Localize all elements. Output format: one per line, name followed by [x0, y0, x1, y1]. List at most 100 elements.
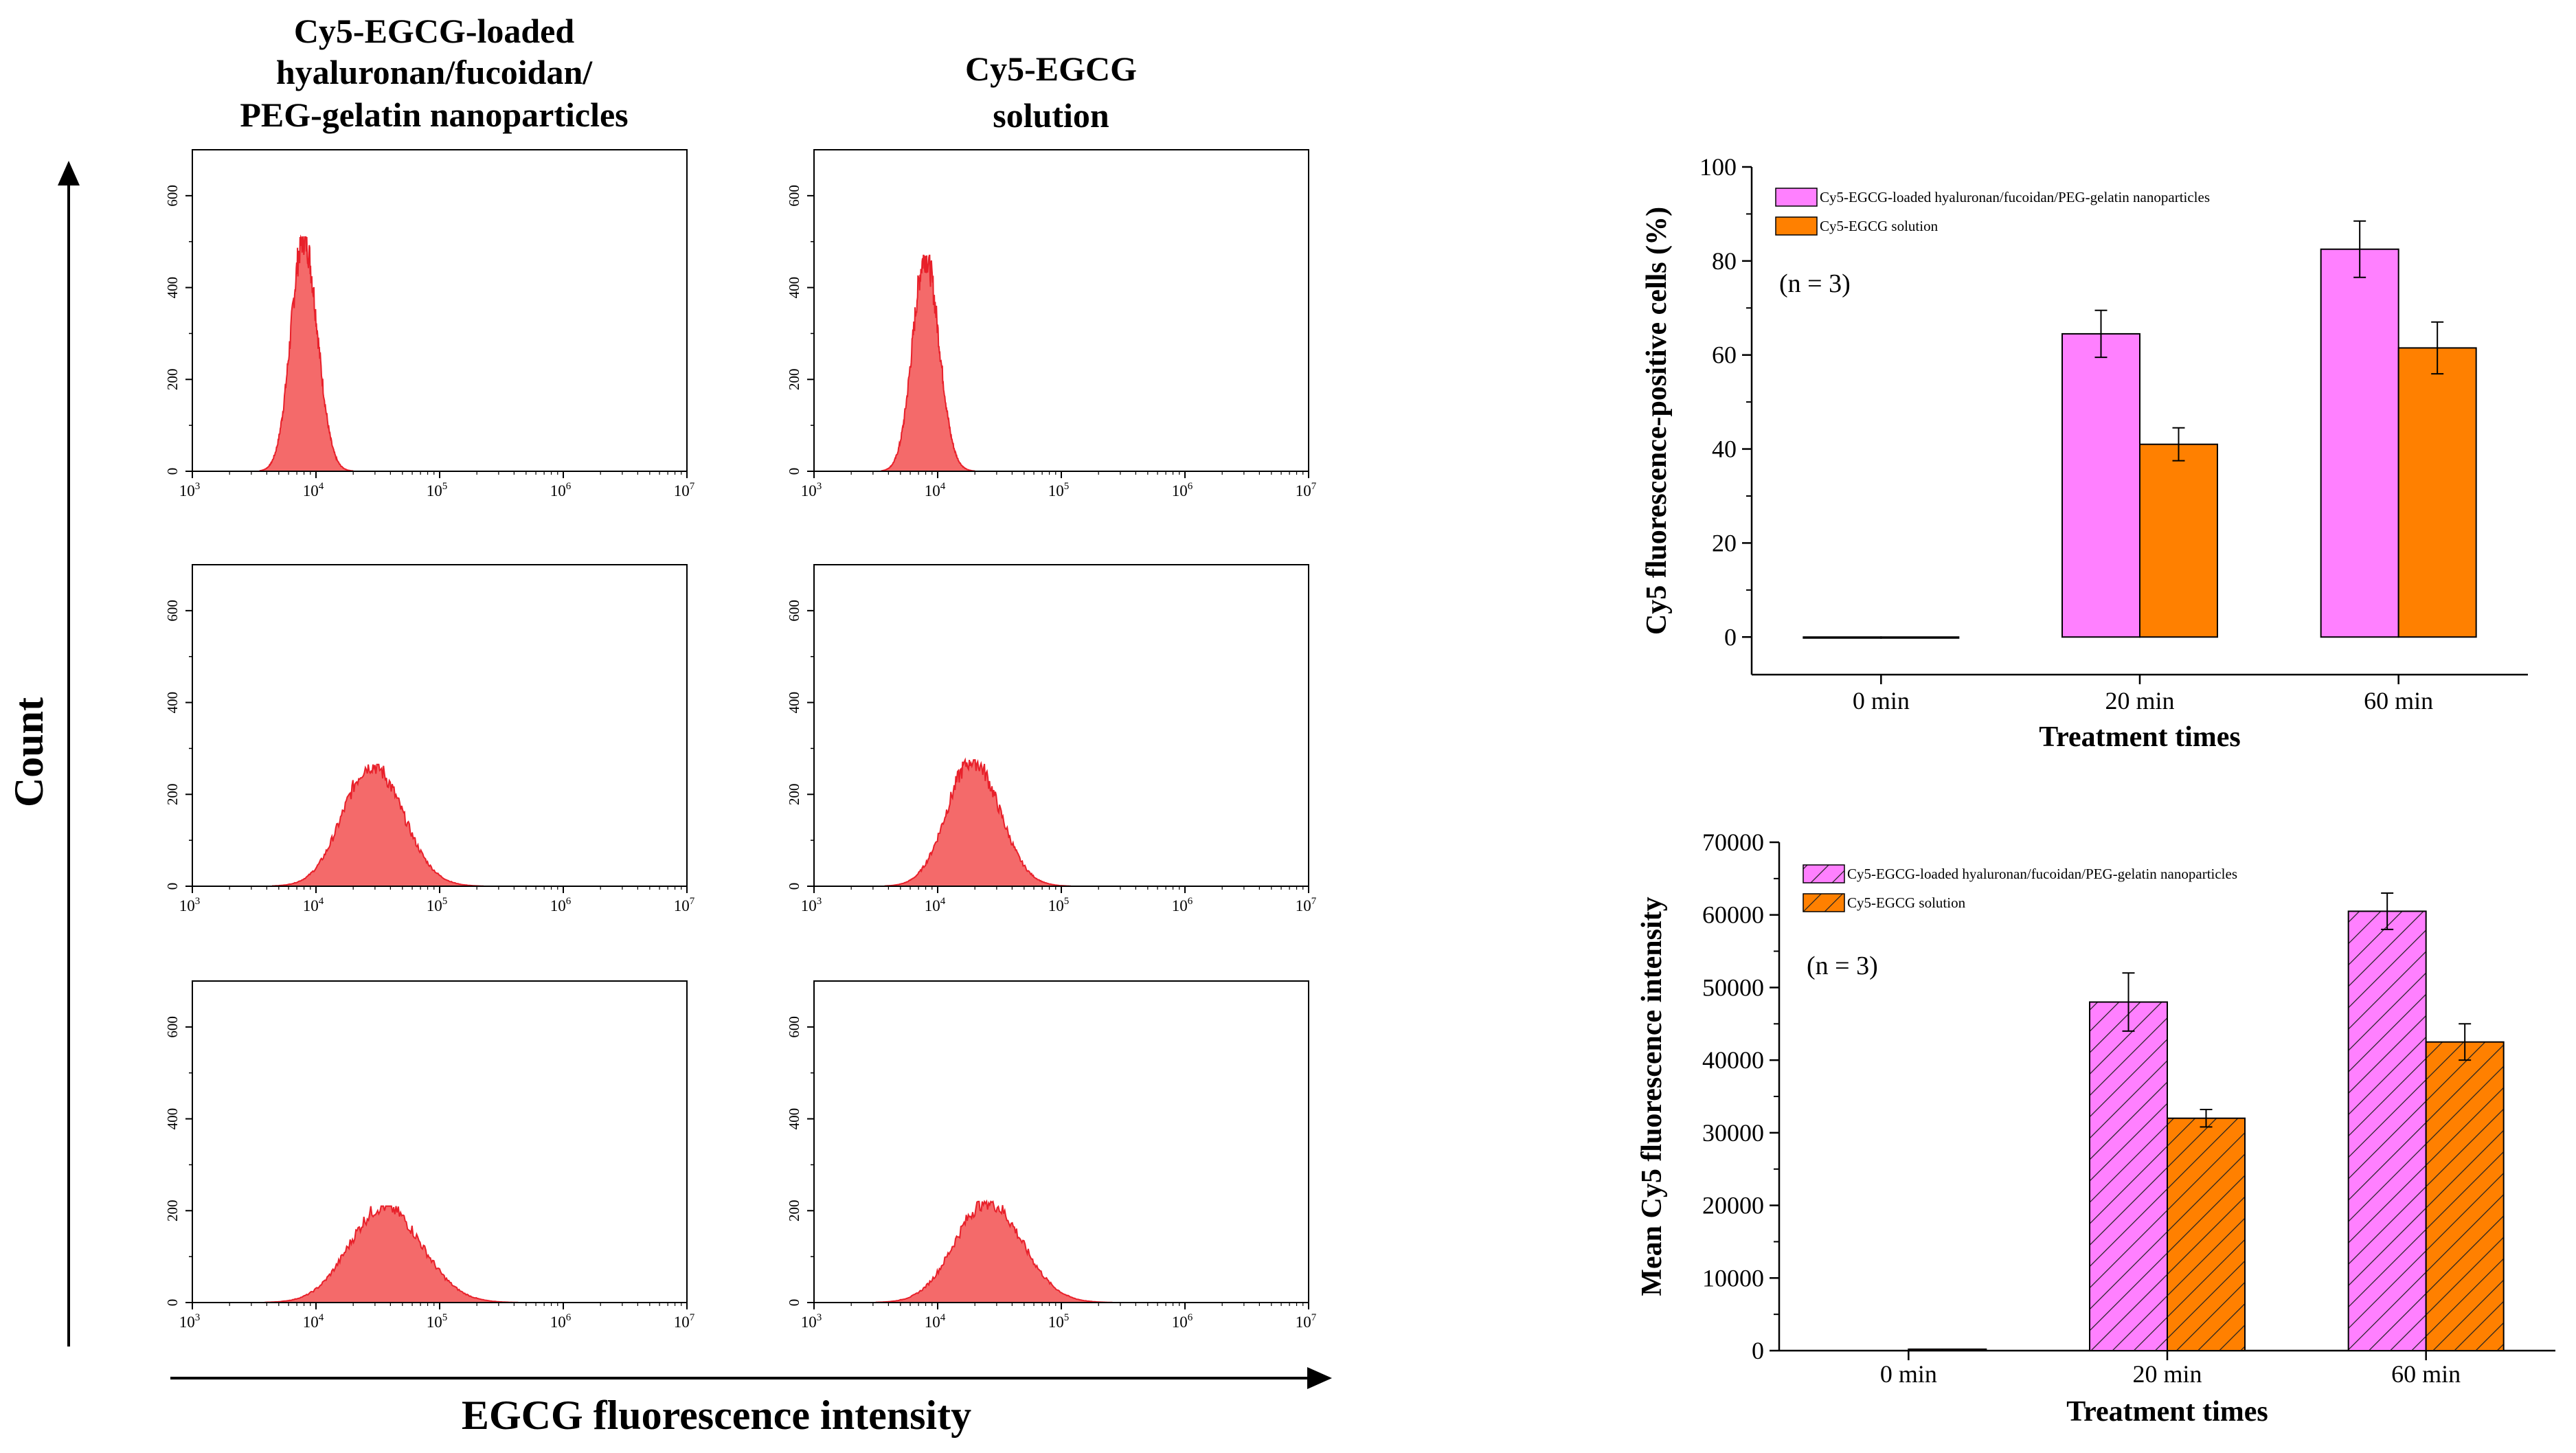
bar: [2167, 1117, 2246, 1351]
x-tick-label: 60 min: [2364, 687, 2433, 714]
y-tick-label: 70000: [1702, 829, 1764, 856]
histogram-x-tick-label: 103: [801, 896, 822, 914]
y-tick-label: 10000: [1702, 1264, 1764, 1292]
legend-swatch: [1803, 864, 1845, 883]
x-tick-label: 20 min: [2132, 1360, 2202, 1388]
histogram-panel: 0 200 400 600 103 104 105 106 107: [164, 980, 695, 1331]
histogram-x-tick-label: 106: [1172, 1312, 1193, 1331]
histogram-frame: [813, 564, 1309, 887]
histogram-area: [881, 254, 975, 472]
histogram-x-tick-label: 107: [674, 481, 695, 499]
histogram-y-tick-label: 0: [786, 883, 802, 890]
histogram-y-tick-label: 400: [164, 692, 181, 714]
histogram-x-tick-label: 106: [550, 896, 572, 914]
histogram-x-tick-label: 107: [674, 896, 695, 914]
histogram-x-tick-label: 103: [801, 481, 822, 499]
histogram-x-tick-label: 106: [550, 1312, 572, 1331]
histogram-x-tick-label: 106: [550, 481, 572, 499]
histogram-y-tick-label: 400: [164, 277, 181, 299]
histogram-frame: [192, 149, 688, 472]
histogram-y-tick-label: 0: [164, 1299, 181, 1307]
histogram-panel: 0 200 400 600 103 104 105 106 107: [164, 149, 695, 499]
histogram-frame: [192, 980, 688, 1303]
histogram-y-tick-label: 400: [786, 1108, 802, 1130]
bar-chart-positive-cells: 0 20 40 60 80 100 0 min 20 min 60 min Cy5-EGCG-lo…: [1641, 153, 2528, 753]
x-tick-label: 20 min: [2105, 687, 2174, 714]
histogram-grid: 0 200 400 600 103 104 105 106 107 0 200 400 600 103 10…: [164, 149, 1317, 1331]
histogram-y-tick-label: 600: [786, 600, 802, 622]
histogram-x-tick-label: 104: [303, 896, 324, 914]
histogram-x-tick-label: 107: [1296, 1312, 1317, 1331]
y-axis-title: Mean Cy5 fluorescence intensity: [1636, 897, 1668, 1296]
intensity-axis-title: EGCG fluorescence intensity: [462, 1393, 971, 1438]
bar: [1908, 1348, 1987, 1352]
sample-size-note: (n = 3): [1807, 951, 1878, 980]
legend-swatch: [1775, 188, 1818, 207]
legend-label: Cy5-EGCG-loaded hyaluronan/fucoidan/PEG-…: [1847, 866, 2237, 882]
histogram-frame: [813, 980, 1309, 1303]
count-axis-title: Count: [6, 697, 52, 807]
histogram-x-tick-label: 103: [179, 481, 201, 499]
histogram-x-tick-label: 105: [1048, 896, 1070, 914]
y-tick-label: 50000: [1702, 973, 1764, 1001]
bar: [1880, 636, 1960, 639]
bar: [2139, 443, 2218, 638]
y-tick-label: 30000: [1702, 1119, 1764, 1147]
histogram-y-tick-label: 0: [786, 1299, 802, 1307]
histogram-y-tick-label: 200: [164, 369, 181, 391]
y-tick-label: 20: [1712, 529, 1737, 556]
histogram-y-tick-label: 200: [786, 1200, 802, 1222]
histogram-x-tick-label: 107: [1296, 481, 1317, 499]
y-tick-label: 60000: [1702, 901, 1764, 929]
y-tick-label: 0: [1752, 1337, 1764, 1364]
histogram-y-tick-label: 200: [786, 784, 802, 806]
histogram-y-tick-label: 600: [786, 185, 802, 207]
histogram-x-tick-label: 105: [427, 896, 448, 914]
y-tick-label: 20000: [1702, 1192, 1764, 1219]
histogram-panel: 0 200 400 600 103 104 105 106 107: [786, 149, 1317, 499]
bar: [2089, 1001, 2168, 1351]
legend-label: Cy5-EGCG solution: [1847, 894, 1966, 911]
bar: [1803, 636, 1882, 639]
histogram-y-tick-label: 600: [164, 1016, 181, 1038]
histogram-x-tick-label: 105: [427, 1312, 448, 1331]
histogram-area: [259, 234, 354, 472]
right-column-header: Cy5-EGCG solution: [965, 49, 1137, 135]
histogram-x-tick-label: 105: [427, 481, 448, 499]
y-tick-label: 60: [1712, 341, 1737, 369]
histogram-frame: [192, 564, 688, 887]
histogram-y-tick-label: 600: [164, 600, 181, 622]
histogram-y-tick-label: 600: [786, 1016, 802, 1038]
histogram-y-tick-label: 200: [786, 369, 802, 391]
histogram-x-tick-label: 107: [1296, 896, 1317, 914]
right-header-line-1: Cy5-EGCG: [965, 49, 1137, 88]
histogram-x-tick-label: 103: [801, 1312, 822, 1331]
legend-label: Cy5-EGCG solution: [1820, 218, 1939, 234]
bar: [2397, 347, 2477, 638]
x-axis-title: Treatment times: [2066, 1396, 2268, 1428]
histogram-y-tick-label: 200: [164, 1200, 181, 1222]
bar: [2320, 248, 2399, 638]
right-header-line-2: solution: [993, 96, 1109, 135]
bar-chart-mean-intensity: 0 10000 20000 30000 40000 50000 60000 70000 0 mi…: [1636, 829, 2555, 1428]
histogram-y-tick-label: 0: [164, 883, 181, 890]
histogram-x-tick-label: 106: [1172, 896, 1193, 914]
histogram-y-tick-label: 600: [164, 185, 181, 207]
histogram-x-tick-label: 103: [179, 1312, 201, 1331]
histogram-y-tick-label: 0: [164, 468, 181, 475]
histogram-area: [884, 757, 1071, 887]
x-tick-label: 0 min: [1880, 1360, 1937, 1388]
histogram-x-tick-label: 104: [925, 1312, 946, 1331]
histogram-x-tick-label: 106: [1172, 481, 1193, 499]
histogram-area: [264, 1205, 519, 1303]
y-tick-label: 80: [1712, 247, 1737, 275]
histogram-frame: [813, 149, 1309, 472]
sample-size-note: (n = 3): [1779, 269, 1851, 298]
left-header-line-3: PEG-gelatin nanoparticles: [240, 95, 628, 134]
histogram-area: [272, 763, 484, 887]
histogram-y-tick-label: 0: [786, 468, 802, 475]
histogram-y-tick-label: 200: [164, 784, 181, 806]
histogram-y-tick-label: 400: [786, 692, 802, 714]
histogram-area: [875, 1199, 1113, 1303]
histogram-panel: 0 200 400 600 103 104 105 106 107: [786, 980, 1317, 1331]
